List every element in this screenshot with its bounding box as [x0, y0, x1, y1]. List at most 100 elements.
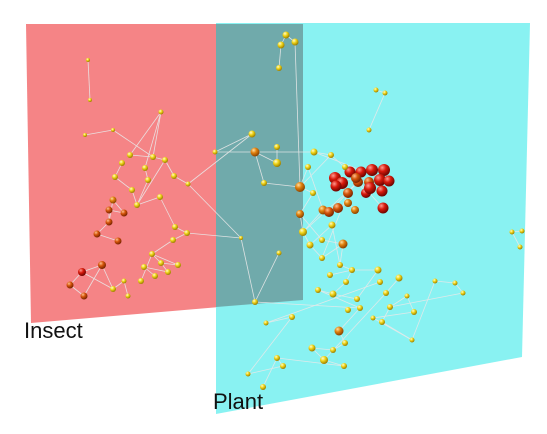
network-node: [88, 98, 92, 102]
network-edge: [262, 357, 278, 388]
network-node: [338, 239, 348, 249]
network-node: [310, 190, 316, 196]
network-node: [452, 280, 458, 286]
network-node: [299, 228, 307, 236]
network-node: [142, 165, 148, 171]
insect-layer-label: Insect: [24, 318, 83, 343]
network-edge: [317, 289, 361, 309]
network-edge: [254, 151, 265, 184]
network-node: [245, 371, 251, 377]
network-edge: [307, 166, 324, 211]
network-node: [125, 293, 131, 299]
network-edge: [87, 59, 91, 101]
network-edge: [151, 253, 179, 266]
network-node: [250, 147, 260, 157]
network-edge: [83, 264, 103, 297]
network-node: [319, 237, 325, 243]
network-edge: [151, 239, 174, 255]
network-edge: [129, 111, 162, 156]
network-node: [291, 38, 299, 46]
network-node: [212, 149, 218, 155]
network-node: [138, 278, 144, 284]
network-node: [120, 209, 128, 217]
network-node: [175, 262, 181, 268]
network-node: [111, 128, 115, 132]
network-node: [333, 203, 343, 213]
network-node: [345, 307, 351, 313]
network-node: [315, 287, 321, 293]
network-node: [83, 133, 87, 137]
network-node: [248, 130, 256, 138]
network-node: [86, 58, 90, 62]
network-node: [98, 261, 106, 269]
network-edge: [254, 301, 361, 309]
network-node: [344, 199, 352, 207]
network-edge: [299, 154, 332, 188]
network-node: [342, 164, 348, 170]
network-node: [354, 296, 360, 302]
network-node: [330, 180, 342, 192]
network-edge: [356, 269, 379, 300]
network-node: [157, 194, 163, 200]
network-edge: [299, 192, 314, 215]
network-node: [409, 337, 415, 343]
network-node: [383, 290, 389, 296]
network-edge: [143, 266, 169, 273]
network-node: [119, 160, 125, 166]
network-node: [276, 65, 282, 71]
network-edge: [136, 196, 161, 206]
network-node: [374, 266, 382, 274]
network-node: [395, 274, 403, 282]
network-node: [404, 293, 410, 299]
network-edge: [136, 179, 149, 206]
network-node: [114, 237, 122, 245]
network-edge: [311, 347, 334, 351]
network-edge: [276, 357, 345, 367]
network-node: [289, 314, 295, 320]
network-node: [105, 218, 113, 226]
network-edge: [254, 252, 280, 303]
network-node: [319, 255, 325, 261]
network-edge: [214, 133, 253, 153]
network-node: [306, 241, 314, 249]
network-node: [387, 304, 393, 310]
network-node: [379, 319, 385, 325]
network-edge: [159, 196, 176, 228]
network-edge: [123, 280, 129, 297]
network-edge: [144, 111, 162, 169]
network-node: [165, 269, 171, 275]
network-node: [329, 290, 337, 298]
network-node: [110, 286, 116, 292]
network-node: [78, 268, 86, 276]
network-node: [121, 278, 127, 284]
network-edge: [411, 280, 436, 341]
network-edge: [511, 231, 521, 248]
network-node: [93, 230, 101, 238]
network-edge: [372, 311, 415, 319]
network-edge: [299, 213, 323, 241]
network-node: [152, 273, 158, 279]
network-edge: [302, 209, 324, 233]
network-edge: [265, 316, 293, 324]
network-node: [185, 181, 191, 187]
network-node: [377, 279, 383, 285]
network-node: [112, 174, 118, 180]
network-node: [351, 173, 361, 183]
layer-overlap-region: [216, 24, 303, 307]
network-edge: [136, 159, 166, 206]
network-nodes: [66, 31, 525, 390]
network-node: [374, 174, 386, 186]
network-node: [376, 185, 388, 197]
network-node: [320, 356, 328, 364]
network-node: [172, 224, 178, 230]
network-node: [295, 182, 305, 192]
network-node: [370, 315, 376, 321]
network-node: [141, 264, 147, 270]
network-node: [66, 281, 74, 289]
network-edge: [389, 292, 464, 308]
network-node: [383, 175, 395, 187]
network-edge: [247, 316, 293, 375]
network-node: [149, 251, 155, 257]
network-node: [337, 262, 343, 268]
